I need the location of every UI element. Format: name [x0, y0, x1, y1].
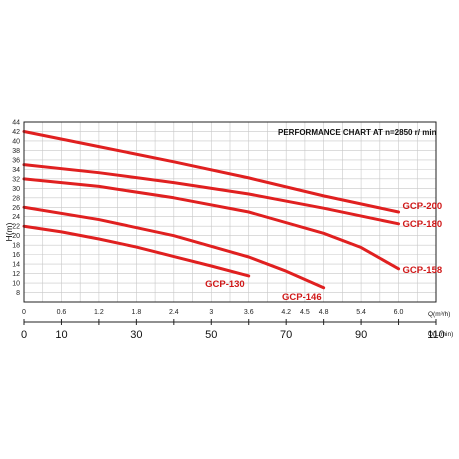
y-tick-label: 22	[12, 224, 20, 231]
secondary-x-tick-label: 0	[21, 329, 27, 341]
x-tick-label: 3	[209, 309, 213, 316]
x-tick-label: 0.6	[57, 309, 67, 316]
series-label-gcp-158: GCP-158	[403, 265, 443, 276]
plot-frame	[23, 121, 437, 303]
chart-title: PERFORMANCE CHART AT n=2850 r/ min	[278, 128, 437, 137]
y-tick-label: 38	[12, 148, 20, 155]
y-axis-label: H(m)	[4, 222, 14, 241]
x-tick-label: 5.4	[356, 309, 366, 316]
y-tick-label: 30	[12, 186, 20, 193]
series-line-gcp-200	[22, 129, 401, 214]
series-label-gcp-200: GCP-200	[403, 201, 443, 212]
grid-lines	[24, 122, 436, 302]
x-axis-units-label: Q(m³/h)	[428, 311, 450, 318]
secondary-x-tick-label: 10	[55, 329, 67, 341]
x-tick-label: 1.2	[94, 309, 104, 316]
x-tick-label: 4.8	[319, 309, 329, 316]
y-tick-label: 10	[12, 281, 20, 288]
x-tick-label: 4.5	[300, 309, 310, 316]
series-layer	[22, 129, 401, 290]
y-tick-label: 26	[12, 205, 20, 212]
series-line-gcp-180	[22, 163, 401, 226]
y-tick-label: 42	[12, 129, 20, 136]
x-tick-label: 0	[22, 309, 26, 316]
x-tick-label: 6.0	[394, 309, 404, 316]
y-tick-label: 34	[12, 167, 20, 174]
series-line-gcp-130	[22, 224, 251, 278]
x-tick-label: 4.2	[281, 309, 291, 316]
x-tick-label: 1.8	[131, 309, 141, 316]
secondary-x-axis-units-label: Q(L/min)	[428, 331, 453, 338]
y-tick-label: 24	[12, 214, 20, 221]
series-label-gcp-180: GCP-180	[403, 219, 443, 230]
secondary-x-tick-label: 50	[205, 329, 217, 341]
series-label-gcp-130: GCP-130	[205, 279, 245, 290]
y-tick-label: 18	[12, 243, 20, 250]
y-tick-label: 20	[12, 233, 20, 240]
y-tick-label: 36	[12, 157, 20, 164]
y-tick-label: 16	[12, 252, 20, 259]
secondary-x-tick-label: 30	[130, 329, 142, 341]
secondary-x-tick-label: 110	[427, 329, 445, 341]
y-tick-label: 44	[12, 120, 20, 127]
secondary-x-tick-label: 90	[355, 329, 367, 341]
y-tick-label: 40	[12, 138, 20, 145]
x-tick-label: 2.4	[169, 309, 179, 316]
secondary-x-tick-label: 70	[280, 329, 292, 341]
y-tick-label: 14	[12, 262, 20, 269]
y-tick-label: 8	[16, 290, 20, 297]
label-layer: GCP-200 GCP-180 GCP-158 GCP-146 GCP-130	[205, 201, 442, 303]
series-line-gcp-146	[22, 205, 326, 290]
x-tick-label: 3.6	[244, 309, 254, 316]
y-tick-label: 12	[12, 271, 20, 278]
series-line-gcp-158	[22, 177, 401, 271]
y-tick-label: 28	[12, 195, 20, 202]
y-tick-label: 32	[12, 176, 20, 183]
series-label-gcp-146: GCP-146	[282, 292, 322, 303]
